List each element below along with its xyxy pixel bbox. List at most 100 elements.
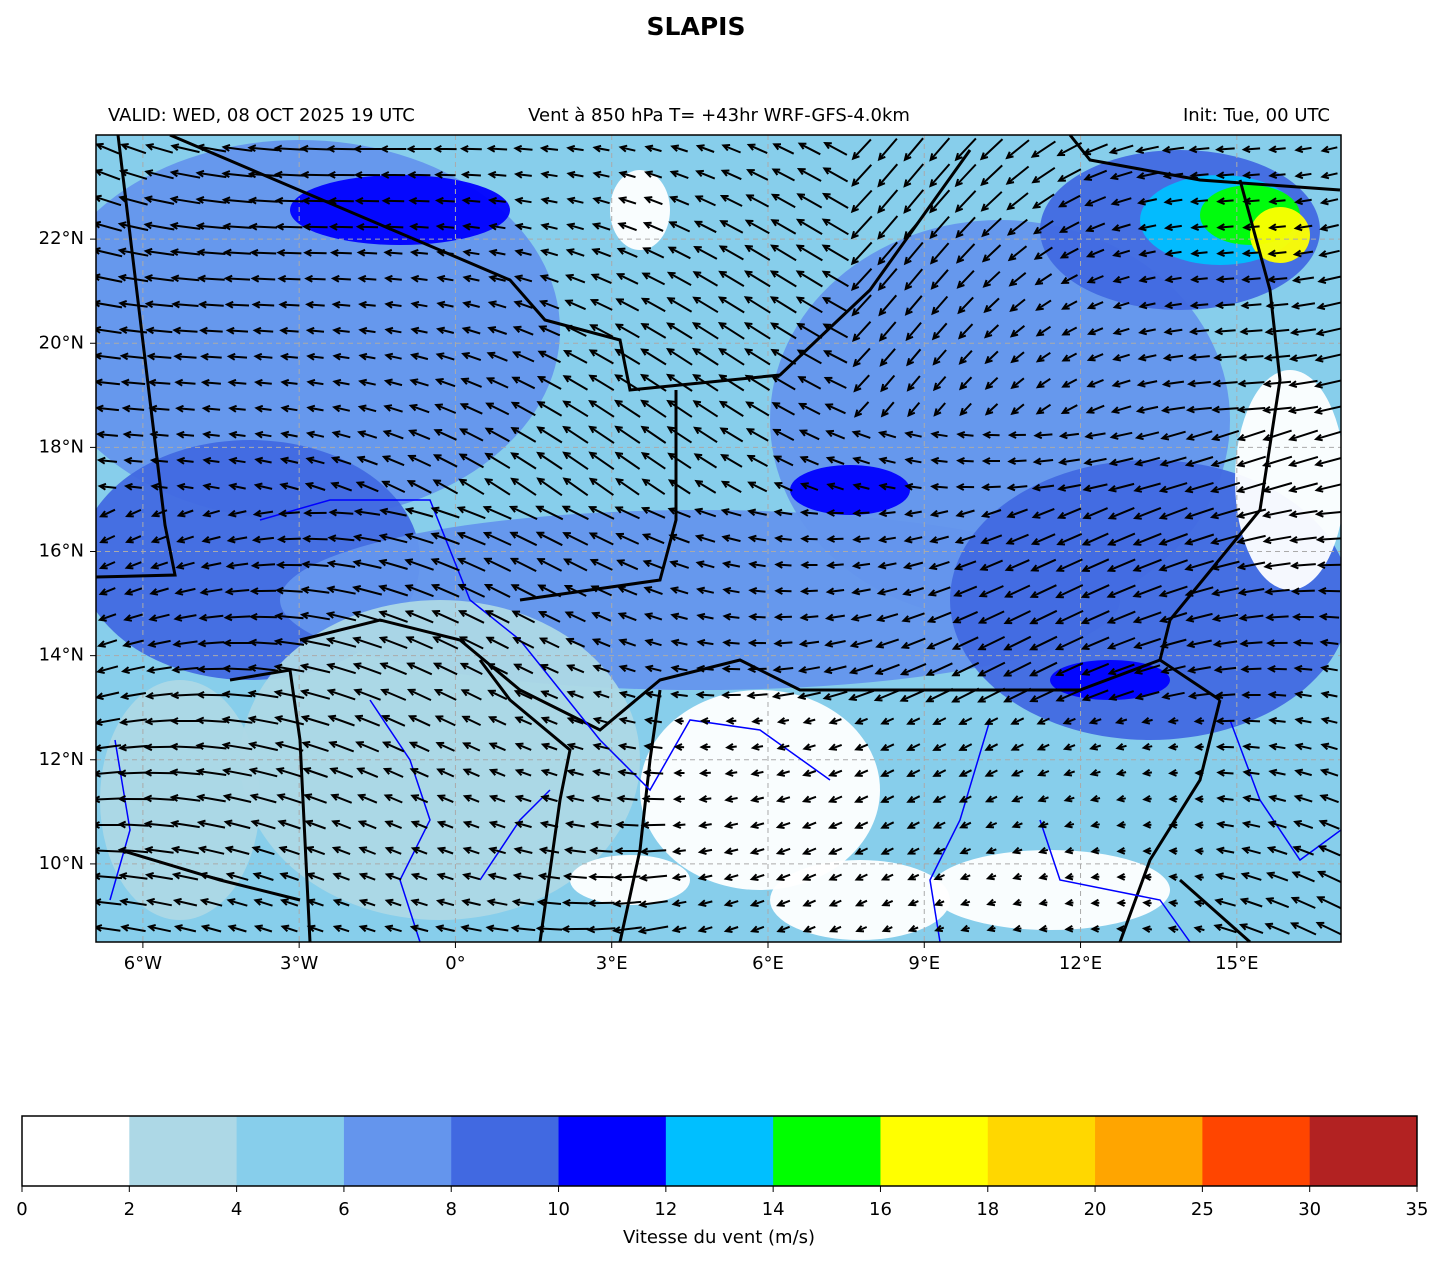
x-tick-label: 6°W — [124, 953, 162, 974]
wind-arrow — [1107, 482, 1135, 493]
wind-arrow — [169, 794, 201, 802]
wind-arrow — [1264, 327, 1290, 336]
wind-arrow — [249, 793, 277, 804]
wind-arrow — [305, 300, 325, 309]
wind-arrow — [357, 430, 378, 439]
wind-arrow — [1036, 743, 1050, 751]
wind-arrow — [718, 400, 744, 417]
wind-arrow — [773, 482, 793, 492]
wind-arrow — [253, 898, 273, 907]
wind-arrow — [977, 610, 1005, 624]
x-tick-label: 6°E — [752, 953, 784, 974]
wind-arrow — [484, 478, 511, 496]
wind-arrow — [776, 925, 790, 933]
wind-arrow — [222, 793, 252, 803]
wind-arrow — [589, 324, 614, 338]
wind-arrow — [195, 222, 227, 231]
wind-arrow — [404, 558, 434, 571]
wind-arrow — [381, 480, 406, 494]
wind-arrow — [881, 899, 894, 907]
wind-arrow — [1141, 717, 1153, 725]
wind-arrow — [1061, 326, 1078, 336]
wind-arrow — [960, 924, 970, 933]
wind-arrow — [772, 428, 795, 441]
wind-arrow — [616, 794, 638, 803]
wind-patch — [1235, 370, 1341, 590]
wind-arrow — [1056, 507, 1082, 519]
wind-arrow — [617, 768, 637, 777]
wind-arrow — [1313, 405, 1341, 415]
wind-arrow — [1106, 558, 1136, 572]
wind-arrow — [1288, 354, 1317, 362]
wind-arrow — [513, 300, 533, 309]
wind-arrow — [1168, 821, 1178, 829]
wind-arrow — [1287, 405, 1319, 415]
wind-arrow — [641, 272, 666, 286]
wind-arrow — [144, 717, 174, 726]
wind-arrow — [1161, 379, 1185, 388]
wind-arrow — [279, 482, 299, 491]
wind-arrow — [672, 795, 685, 803]
wind-arrow — [306, 378, 324, 387]
wind-arrow — [1266, 871, 1289, 882]
wind-arrow — [434, 170, 456, 179]
wind-arrow — [254, 404, 272, 413]
wind-arrow — [1059, 247, 1079, 259]
wind-arrow — [146, 666, 172, 674]
wind-arrow — [590, 585, 613, 597]
wind-arrow — [1190, 275, 1208, 284]
wind-arrow — [979, 138, 1004, 161]
x-tick-label: 0° — [445, 953, 465, 974]
wind-arrow — [904, 509, 922, 518]
wind-arrow — [98, 508, 116, 518]
wind-arrow — [482, 531, 512, 546]
wind-arrow — [772, 455, 794, 467]
wind-arrow — [1063, 820, 1075, 829]
wind-arrow — [640, 322, 667, 339]
wind-arrow — [384, 898, 402, 907]
wind-arrow — [488, 742, 506, 752]
wind-arrow — [642, 247, 665, 259]
wind-arrow — [514, 716, 532, 726]
wind-arrow — [743, 322, 771, 340]
wind-arrow — [1210, 560, 1240, 571]
wind-arrow — [514, 248, 532, 257]
wind-arrow — [718, 374, 745, 392]
wind-arrow — [1215, 846, 1235, 855]
wind-arrow — [276, 535, 301, 544]
wind-arrow — [458, 478, 485, 496]
wind-arrow — [643, 586, 663, 596]
wind-arrow — [1268, 197, 1286, 206]
wind-arrow — [382, 767, 404, 778]
wind-arrow — [825, 587, 845, 596]
wind-arrow — [1209, 507, 1241, 520]
wind-arrow — [195, 742, 227, 750]
wind-arrow — [1194, 795, 1204, 803]
wind-arrow — [877, 561, 897, 570]
wind-arrow — [827, 821, 843, 829]
wind-arrow — [698, 769, 711, 777]
wind-arrow — [614, 374, 641, 392]
wind-arrow — [358, 300, 376, 309]
wind-arrow — [119, 692, 147, 700]
wind-arrow — [802, 769, 817, 777]
wind-arrow — [221, 664, 252, 673]
wind-arrow — [251, 535, 275, 544]
wind-arrow — [1290, 301, 1316, 310]
wind-arrow — [486, 898, 508, 907]
wind-arrow — [589, 846, 613, 855]
wind-patch — [100, 680, 260, 920]
wind-arrow — [175, 430, 195, 439]
wind-arrow — [1292, 249, 1314, 258]
wind-arrow — [224, 587, 250, 596]
wind-arrow — [306, 404, 324, 413]
wind-arrow — [383, 378, 403, 387]
wind-arrow — [143, 794, 175, 803]
wind-arrow — [96, 404, 120, 413]
colorbar-swatch — [236, 1116, 345, 1186]
wind-arrow — [618, 716, 636, 725]
wind-arrow — [383, 794, 403, 804]
wind-arrow — [173, 352, 197, 361]
wind-arrow — [358, 924, 376, 933]
wind-arrow — [146, 352, 172, 361]
